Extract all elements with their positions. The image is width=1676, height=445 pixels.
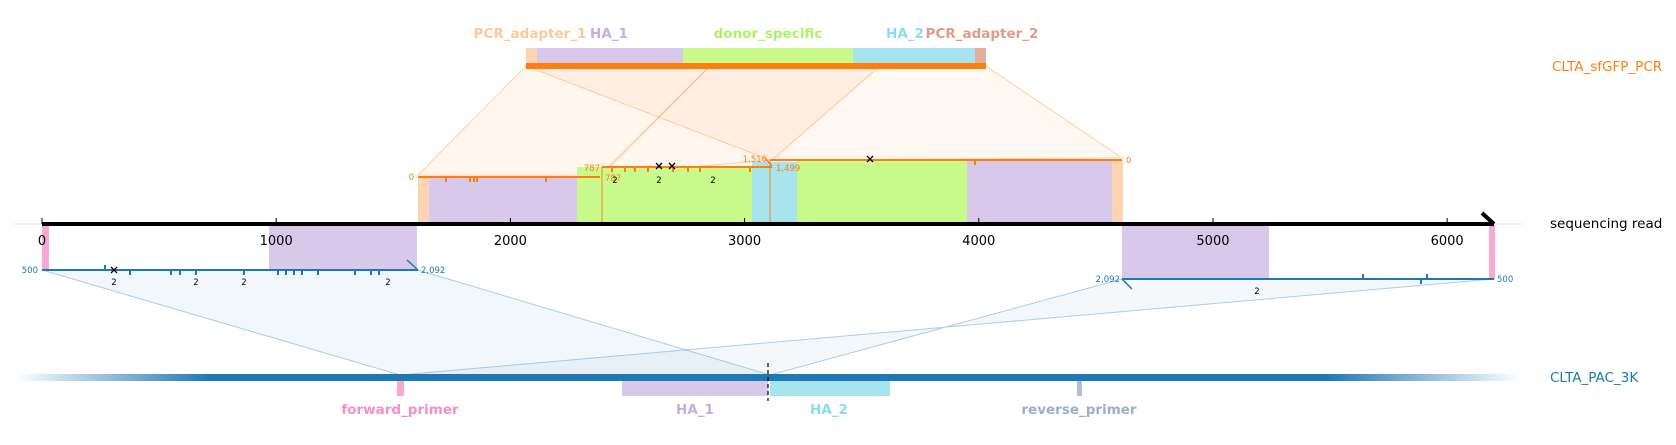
pac-segment-left-clip <box>406 259 419 271</box>
pcr-feature-adapter-2 <box>975 48 986 65</box>
pcr-seg1-start-label: 0 <box>409 173 414 183</box>
pcr-label-donor-specific: donor_specific <box>714 26 823 42</box>
pcr-seg2-end-label: 1,499 <box>776 164 800 174</box>
read-block-donor-a <box>577 167 752 223</box>
pac-left-end-label: 2,092 <box>421 266 445 276</box>
read-direction-arrow <box>1480 211 1496 226</box>
indel-count-label: 2 <box>710 176 715 186</box>
pcr-label-ha-2: HA_2 <box>886 26 924 42</box>
pac-indel-mark <box>110 266 118 274</box>
pac-feature-ha-1 <box>622 381 768 396</box>
pcr-track-label: CLTA_sfGFP_PCR <box>1552 59 1662 75</box>
pcr-label-adapter-2: PCR_adapter_2 <box>926 26 1039 42</box>
read-block-pac-ha-1-right <box>1122 225 1269 279</box>
pac-left-start-label: 500 <box>22 266 38 276</box>
pcr-seg2-start-label: 787 <box>605 174 621 184</box>
pcr-feature-ha-1 <box>537 48 683 65</box>
read-block-reverse-end <box>1489 225 1495 279</box>
pac-right-start-label: 2,092 <box>1096 275 1120 285</box>
read-axis-ticks: 0 1000 2000 3000 4000 5000 6000 <box>38 218 1464 249</box>
read-block-donor-b <box>797 160 967 223</box>
indel-count-label: 2 <box>612 176 617 186</box>
pac-label-ha-2: HA_2 <box>810 402 848 418</box>
pac-right-end-label: 500 <box>1497 275 1513 285</box>
read-axis-tick-label: 6000 <box>1431 234 1464 249</box>
pcr-track <box>526 48 986 69</box>
pcr-label-adapter-1: PCR_adapter_1 <box>474 26 587 42</box>
pcr-feature-donor-specific <box>683 48 853 65</box>
indel-count-label: 2 <box>656 176 661 186</box>
pac-segment-right-clip <box>1121 278 1133 290</box>
pac-label-ha-1: HA_1 <box>676 402 714 418</box>
pcr-label-ha-1: HA_1 <box>590 26 628 42</box>
read-block-adapter-2 <box>1112 160 1123 223</box>
pac-alignment-segments <box>42 259 1494 290</box>
read-block-ha-1-b <box>967 160 1112 223</box>
read-axis-tick-label: 5000 <box>1196 234 1229 249</box>
pac-label-reverse-primer: reverse_primer <box>1021 402 1137 418</box>
read-block-adapter-1 <box>418 177 429 223</box>
indel-count-label: 2 <box>1254 287 1259 297</box>
read-block-forward-primer <box>42 225 49 270</box>
pcr-track-bar <box>526 63 986 69</box>
indel-count-label: 2 <box>193 278 198 288</box>
read-block-ha-2 <box>752 162 797 223</box>
pcr-seg3-end-label: 0 <box>1126 156 1131 166</box>
read-block-pac-ha-1 <box>269 225 417 270</box>
read-pcr-blocks <box>418 160 1123 223</box>
pcr-alignment-segments <box>418 155 1122 223</box>
read-axis-tick-label: 2000 <box>494 234 527 249</box>
read-axis-tick-label: 0 <box>38 234 46 249</box>
pac-connectors <box>41 269 1495 376</box>
pcr-feature-ha-2 <box>853 48 975 65</box>
pcr-connectors <box>416 65 1124 176</box>
pac-feature-reverse-primer <box>1077 381 1082 396</box>
pac-label-forward-primer: forward_primer <box>341 402 459 418</box>
pac-track-label: CLTA_PAC_3K <box>1550 370 1639 386</box>
pac-feature-forward-primer <box>397 381 404 396</box>
read-block-ha-1 <box>429 177 577 223</box>
pcr-feature-adapter-1 <box>526 48 537 65</box>
pcr-segment-clip <box>764 157 773 167</box>
read-track-label: sequencing read <box>1550 216 1662 232</box>
pcr-seg3-start-label: 1,516 <box>743 155 767 165</box>
indel-count-label: 2 <box>241 278 246 288</box>
read-pac-blocks <box>42 225 1495 279</box>
pac-mismatch-ticks <box>104 265 1428 284</box>
read-axis-tick-label: 3000 <box>728 234 761 249</box>
pcr-indel-marks <box>655 155 874 170</box>
pcr-mismatch-ticks <box>445 160 976 182</box>
indel-count-label: 2 <box>385 278 390 288</box>
pcr-seg1-end-label: 787 <box>584 164 600 174</box>
indel-count-label: 2 <box>111 278 116 288</box>
pac-feature-ha-2 <box>770 381 890 396</box>
read-axis-tick-label: 1000 <box>260 234 293 249</box>
read-axis-tick-label: 4000 <box>962 234 995 249</box>
